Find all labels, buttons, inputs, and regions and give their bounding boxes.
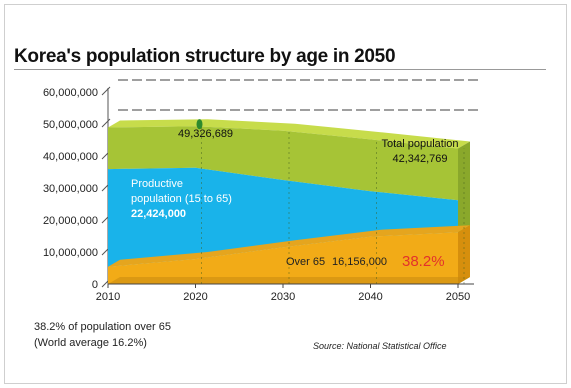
y-tick-label: 20,000,000 — [43, 215, 98, 227]
over65-percent-label: 38.2% — [402, 253, 445, 270]
chart-title: Korea's population structure by age in 2… — [14, 46, 396, 67]
productive-value-label: 22,424,000 — [131, 208, 186, 220]
productive-area — [108, 167, 458, 267]
productive-label-line2: population (15 to 65) — [131, 193, 232, 205]
title-divider — [14, 69, 546, 70]
peak-marker — [196, 119, 203, 130]
y-tick-label: 50,000,000 — [43, 119, 98, 131]
source-note: Source: National Statistical Office — [313, 341, 447, 351]
y-tick-label: 0 — [92, 279, 98, 291]
total-area-top-band — [108, 119, 470, 149]
peak-value-label: 49,326,689 — [178, 128, 233, 140]
total-series-label: Total population — [381, 138, 458, 150]
over65-area-top-band — [108, 225, 470, 267]
y-tick-mark — [101, 118, 111, 128]
note-over65: 38.2% of population over 65 — [34, 321, 171, 333]
over65-area — [108, 232, 458, 284]
over65-area-side-face — [458, 225, 470, 284]
x-tick-label: 2020 — [183, 291, 207, 303]
x-tick-label: 2040 — [358, 291, 382, 303]
y-tick-label: 30,000,000 — [43, 183, 98, 195]
total-area — [108, 126, 458, 201]
note-world-average: (World average 16.2%) — [34, 337, 147, 349]
over65-value-label: 16,156,000 — [332, 256, 387, 268]
x-tick-label: 2050 — [446, 291, 470, 303]
x-tick-label: 2030 — [271, 291, 295, 303]
floor-band — [108, 277, 470, 284]
total-value-label: 42,342,769 — [392, 153, 447, 165]
productive-label-line1: Productive — [131, 178, 183, 190]
y-tick-label: 60,000,000 — [43, 87, 98, 99]
x-tick-label: 2010 — [96, 291, 120, 303]
over65-series-label: Over 65 — [286, 256, 325, 268]
y-tick-mark — [101, 86, 111, 96]
y-tick-label: 10,000,000 — [43, 247, 98, 259]
y-tick-label: 40,000,000 — [43, 151, 98, 163]
